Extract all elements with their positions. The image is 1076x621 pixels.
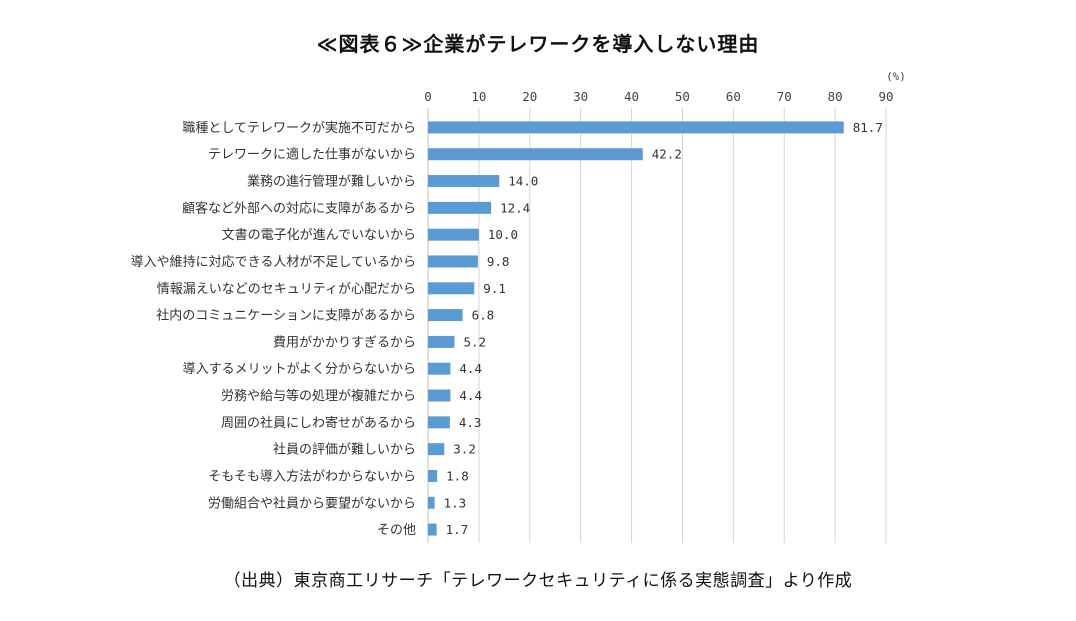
data-label: 1.8 <box>446 468 469 483</box>
bar <box>428 335 455 348</box>
data-label: 6.8 <box>472 308 495 323</box>
category-label: 労務や給与等の処理が複雑だから <box>221 388 416 404</box>
x-tick-label: 80 <box>828 89 843 104</box>
x-tick-label: 40 <box>624 89 639 104</box>
data-label: 9.1 <box>483 281 506 296</box>
x-tick-label: 60 <box>726 89 741 104</box>
x-tick-label: 70 <box>777 89 792 104</box>
x-tick-label: 50 <box>675 89 690 104</box>
category-label: 業務の進行管理が難しいから <box>247 174 416 190</box>
x-tick-label: 10 <box>471 89 486 104</box>
category-label: 周囲の社員にしわ寄せがあるから <box>221 415 416 431</box>
category-label: 社員の評価が難しいから <box>273 442 416 458</box>
category-label: その他 <box>377 523 416 538</box>
category-label: 導入や維持に対応できる人材が不足しているから <box>131 255 416 270</box>
category-label: そもそも導入方法がわからないから <box>208 468 416 484</box>
chart-title: ≪図表６≫企業がテレワークを導入しない理由 <box>316 32 760 56</box>
category-label: 費用がかかりすぎるから <box>273 335 416 350</box>
data-label: 9.8 <box>487 254 510 269</box>
x-tick-label: 0 <box>424 89 432 104</box>
bar <box>428 282 475 295</box>
data-label: 4.4 <box>459 361 482 376</box>
category-label: 社内のコミュニケーションに支障があるから <box>156 308 416 324</box>
bar <box>428 255 478 268</box>
bar <box>428 309 463 322</box>
source-note: （出典）東京商工リサーチ「テレワークセキュリティに係る実態調査」より作成 <box>223 571 853 591</box>
category-label: テレワークに適した仕事がないから <box>208 147 416 163</box>
category-label: 顧客など外部への対応に支障があるから <box>182 200 416 216</box>
data-label: 81.7 <box>853 120 883 135</box>
bar <box>428 389 451 402</box>
bar <box>428 148 643 161</box>
x-tick-label: 90 <box>878 89 893 104</box>
data-label: 5.2 <box>463 334 486 349</box>
category-label: 労働組合や社員から要望がないから <box>208 495 416 511</box>
category-label: 導入するメリットがよく分からないから <box>183 362 416 377</box>
bar <box>428 228 479 241</box>
category-label: 職種としてテレワークが実施不可だから <box>182 120 416 136</box>
data-label: 3.2 <box>453 442 476 457</box>
bar <box>428 201 492 214</box>
bar <box>428 496 435 509</box>
bar <box>428 443 445 456</box>
data-label: 1.7 <box>446 522 469 537</box>
bar <box>428 121 844 134</box>
category-label: 情報漏えいなどのセキュリティが心配だから <box>157 281 416 297</box>
bar <box>428 523 437 536</box>
bar <box>428 362 451 375</box>
data-label: 12.4 <box>500 200 530 215</box>
category-label: 文書の電子化が進んでいないから <box>222 228 416 243</box>
bar <box>428 175 500 188</box>
data-label: 1.3 <box>444 495 467 510</box>
data-label: 4.4 <box>459 388 482 403</box>
data-label: 4.3 <box>459 415 482 430</box>
data-label: 10.0 <box>488 227 518 242</box>
unit-label: (%) <box>886 70 906 83</box>
data-label: 42.2 <box>652 147 682 162</box>
x-tick-label: 30 <box>573 89 588 104</box>
x-tick-label: 20 <box>522 89 537 104</box>
data-label: 14.0 <box>508 174 538 189</box>
bar <box>428 469 438 482</box>
bar <box>428 416 450 429</box>
